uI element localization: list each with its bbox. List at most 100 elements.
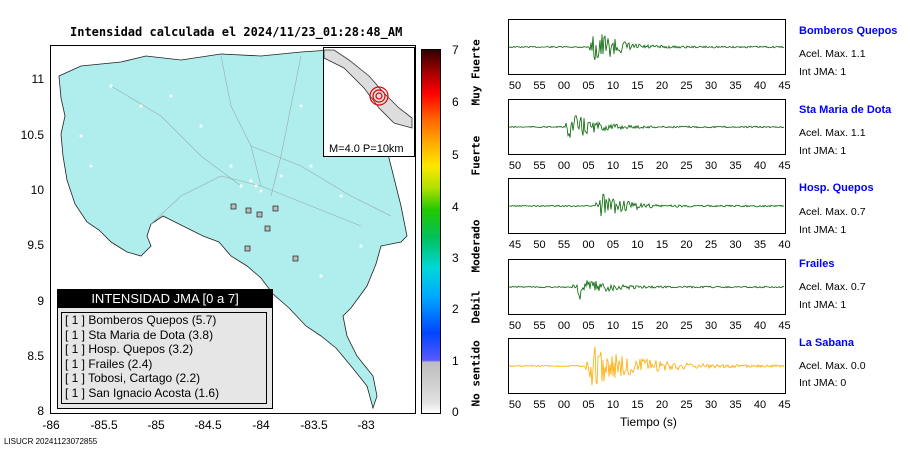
lat-tick: 11 — [31, 72, 44, 86]
legend-item: [ 1 ] Tobosi, Cartago (2.2) — [65, 371, 201, 386]
colorbar-level: 6 — [452, 95, 459, 109]
lon-tick: -85.5 — [90, 418, 118, 432]
waveform-trace — [509, 34, 785, 61]
waveform-line — [509, 280, 785, 300]
waveform-panel-2[interactable] — [508, 178, 786, 234]
time-tick: 00 — [557, 320, 571, 332]
station-int: Int JMA: 1 — [799, 145, 847, 157]
station-markers — [230, 203, 299, 262]
magnitude-depth-label: M=4.0 P=10km — [329, 143, 404, 155]
colorbar-category: Debil — [469, 290, 483, 324]
time-tick: 40 — [753, 320, 767, 332]
time-tick: 45 — [778, 80, 791, 92]
time-tick: 40 — [753, 160, 767, 172]
waveform-line — [509, 34, 785, 61]
station-int: Int JMA: 1 — [799, 66, 847, 78]
lon-tick: -86 — [42, 418, 60, 432]
waveform-panel-1[interactable] — [508, 99, 786, 155]
waveform-panel-4[interactable] — [508, 338, 786, 394]
time-tick: 10 — [606, 399, 620, 411]
lon-tick: -84 — [252, 418, 270, 432]
locator-map — [323, 49, 413, 129]
time-tick: 15 — [631, 80, 644, 92]
lon-tick: -83 — [357, 418, 375, 432]
time-tick: 35 — [729, 80, 742, 92]
station-int: Int JMA: 1 — [799, 224, 847, 236]
time-tick: 10 — [606, 80, 620, 92]
time-tick: 05 — [582, 399, 595, 411]
legend-item: [ 1 ] Bomberos Quepos (5.7) — [65, 313, 217, 327]
time-tick: 10 — [606, 320, 620, 332]
time-tick: 50 — [508, 160, 522, 172]
time-tick: 15 — [631, 160, 644, 172]
waveform-panel-0[interactable] — [508, 19, 786, 75]
time-tick: 25 — [704, 239, 718, 251]
station-name: La Sabana — [799, 337, 855, 349]
lon-tick: -83.5 — [300, 418, 328, 432]
time-tick: 45 — [778, 399, 791, 411]
province-borders — [110, 55, 392, 227]
time-tick: 20 — [655, 160, 669, 172]
time-tick: 20 — [655, 320, 669, 332]
time-tick: 05 — [582, 80, 595, 92]
station-int: Int JMA: 0 — [799, 377, 847, 389]
costa-rica-map — [58, 49, 408, 410]
lat-tick: 9 — [37, 294, 44, 308]
time-tick: 35 — [729, 160, 742, 172]
colorbar-category: Muy Fuerte — [469, 39, 483, 106]
city-dots — [79, 84, 363, 278]
time-tick: 15 — [655, 239, 669, 251]
map-title: Intensidad calculada el 2024/11/23_01:28… — [70, 25, 403, 39]
time-tick: 05 — [606, 239, 620, 251]
station-acel: Acel. Max. 1.1 — [799, 48, 866, 60]
colorbar-category: Moderado — [469, 219, 483, 273]
time-tick: 00 — [557, 80, 571, 92]
station-acel: Acel. Max. 0.7 — [799, 281, 866, 293]
legend-item: [ 1 ] Hosp. Quepos (3.2) — [65, 342, 194, 357]
time-tick: 50 — [508, 399, 522, 411]
colorbar-category: Fuerte — [469, 135, 483, 176]
time-tick: 50 — [508, 320, 522, 332]
time-tick: 20 — [655, 399, 669, 411]
time-tick: 35 — [753, 239, 767, 251]
colorbar-level: 1 — [452, 354, 459, 368]
time-tick: 40 — [753, 80, 767, 92]
time-tick: 55 — [533, 160, 546, 172]
lat-tick: 10.5 — [20, 128, 44, 142]
time-tick: 25 — [680, 160, 693, 172]
waveform-line — [509, 193, 785, 217]
time-tick: 00 — [557, 399, 571, 411]
intensity-legend: INTENSIDAD JMA [0 a 7] [ 1 ] Bomberos Qu… — [57, 289, 273, 409]
time-tick: 40 — [753, 399, 767, 411]
time-tick: 30 — [729, 239, 742, 251]
time-tick: 25 — [680, 399, 693, 411]
waveform-trace — [509, 346, 785, 386]
legend-list: [ 1 ] Bomberos Quepos (5.7) [ 1 ] Sta Ma… — [61, 312, 267, 404]
time-tick: 30 — [704, 320, 718, 332]
waveform-trace — [509, 193, 785, 217]
legend-item: [ 1 ] Frailes (2.4) — [65, 356, 153, 371]
time-tick: 55 — [557, 239, 571, 251]
lat-tick: 8 — [37, 404, 44, 418]
station-acel: Acel. Max. 0.7 — [799, 206, 866, 218]
time-tick: 00 — [582, 239, 595, 251]
station-int: Int JMA: 1 — [799, 299, 847, 311]
colorbar-level: 2 — [452, 302, 459, 316]
waveform-line — [509, 114, 784, 138]
time-tick: 30 — [704, 80, 718, 92]
waveform-panel-3[interactable] — [508, 259, 786, 315]
waveform-trace — [509, 114, 784, 138]
lat-tick: 9.5 — [27, 238, 44, 252]
station-name: Frailes — [799, 258, 835, 270]
waveform-trace — [509, 280, 785, 300]
time-tick: 50 — [508, 80, 522, 92]
colorbar-level: 7 — [452, 43, 459, 57]
time-tick: 15 — [631, 320, 644, 332]
colorbar-category: No sentido — [469, 340, 483, 407]
station-name: Hosp. Quepos — [799, 182, 874, 194]
time-tick: 35 — [729, 320, 742, 332]
station-acel: Acel. Max. 1.1 — [799, 127, 866, 139]
colorbar-level: 3 — [452, 251, 459, 265]
time-tick: 30 — [704, 160, 718, 172]
time-tick: 30 — [704, 399, 718, 411]
